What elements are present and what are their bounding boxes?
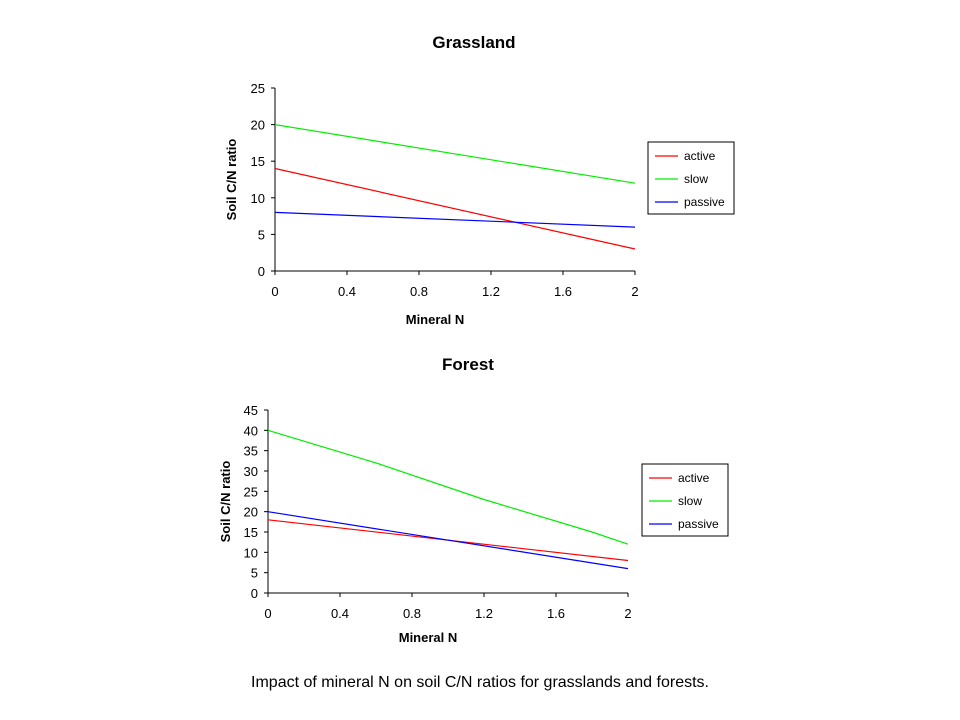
series-line-slow bbox=[267, 429, 629, 545]
x-tick-label: 0.4 bbox=[338, 284, 356, 299]
series-line-passive bbox=[267, 511, 629, 570]
y-tick-label: 40 bbox=[244, 423, 258, 438]
x-tick-label: 2 bbox=[631, 284, 638, 299]
y-tick-label: 30 bbox=[244, 464, 258, 479]
y-tick-label: 15 bbox=[244, 525, 258, 540]
y-tick-label: 35 bbox=[244, 444, 258, 459]
chart-title: Grassland bbox=[432, 33, 515, 52]
y-tick-label: 5 bbox=[258, 227, 265, 242]
x-tick-label: 0 bbox=[264, 606, 271, 621]
x-tick-label: 0.4 bbox=[331, 606, 349, 621]
legend-label-slow: slow bbox=[678, 494, 702, 508]
x-tick-label: 0 bbox=[271, 284, 278, 299]
y-tick-label: 0 bbox=[258, 264, 265, 279]
series-line-slow bbox=[274, 124, 636, 184]
x-tick-label: 0.8 bbox=[410, 284, 428, 299]
legend: active slow passive bbox=[647, 141, 735, 215]
y-tick-label: 15 bbox=[251, 154, 265, 169]
y-tick-label: 10 bbox=[244, 545, 258, 560]
legend: active slow passive bbox=[641, 463, 729, 537]
y-tick-label: 45 bbox=[244, 403, 258, 418]
y-tick-label: 0 bbox=[251, 586, 258, 601]
x-axis-label: Mineral N bbox=[406, 312, 465, 327]
y-tick-label: 25 bbox=[251, 81, 265, 96]
x-tick-label: 2 bbox=[624, 606, 631, 621]
chart-forest: Forest 0 5 10 15 20 25 30 35 40 45 0 0.4 0.8 1.2 1.6 2 Mi… bbox=[218, 355, 729, 645]
y-tick-label: 10 bbox=[251, 191, 265, 206]
y-tick-label: 20 bbox=[244, 505, 258, 520]
y-tick-label: 20 bbox=[251, 118, 265, 133]
x-tick-label: 1.2 bbox=[482, 284, 500, 299]
y-axis-label: Soil C/N ratio bbox=[224, 139, 239, 221]
series-line-passive bbox=[274, 211, 636, 228]
chart-title: Forest bbox=[442, 355, 494, 374]
legend-label-passive: passive bbox=[684, 195, 725, 209]
x-tick-label: 1.6 bbox=[547, 606, 565, 621]
legend-label-active: active bbox=[678, 471, 710, 485]
series-line-active bbox=[274, 167, 636, 250]
x-tick-label: 1.2 bbox=[475, 606, 493, 621]
x-tick-label: 0.8 bbox=[403, 606, 421, 621]
legend-label-active: active bbox=[684, 149, 716, 163]
chart-grassland: Grassland 0 5 10 15 20 25 0 0.4 0.8 1.2 1.6 2 Mineral… bbox=[224, 33, 735, 327]
y-axis-label: Soil C/N ratio bbox=[218, 461, 233, 543]
figure-caption: Impact of mineral N on soil C/N ratios f… bbox=[251, 674, 709, 691]
legend-label-passive: passive bbox=[678, 517, 719, 531]
x-axis-label: Mineral N bbox=[399, 630, 458, 645]
y-tick-label: 25 bbox=[244, 484, 258, 499]
legend-label-slow: slow bbox=[684, 172, 708, 186]
y-tick-label: 5 bbox=[251, 566, 258, 581]
x-tick-label: 1.6 bbox=[554, 284, 572, 299]
